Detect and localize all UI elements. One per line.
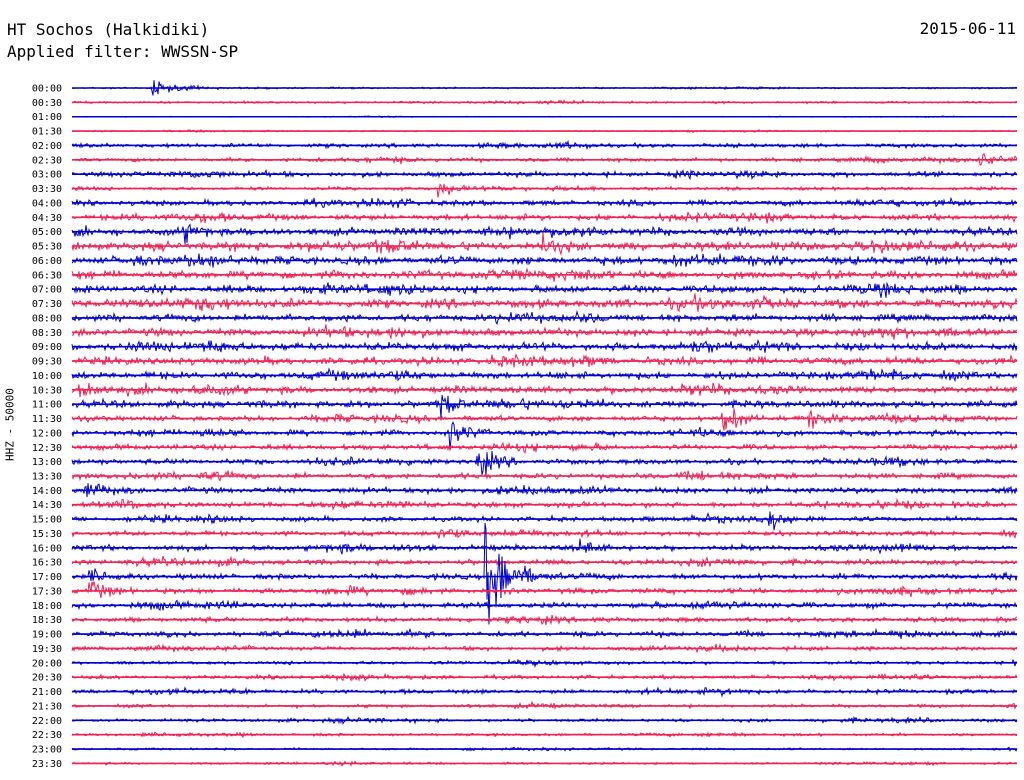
row-time-label: 19:30 (32, 644, 62, 655)
row-time-label: 19:00 (32, 630, 62, 641)
row-time-label: 14:30 (32, 500, 62, 511)
trace-row (71, 408, 1018, 431)
trace-row (71, 538, 1018, 555)
row-time-label: 23:30 (32, 759, 62, 770)
trace-row (71, 232, 1018, 257)
row-time-label: 01:30 (32, 127, 62, 138)
row-time-label: 02:00 (32, 141, 62, 152)
row-time-label: 12:30 (32, 443, 62, 454)
row-time-label: 23:00 (32, 745, 62, 756)
row-time-label: 09:30 (32, 357, 62, 368)
row-time-label: 21:00 (32, 687, 62, 698)
trace-row (71, 522, 1018, 625)
row-time-label: 11:30 (32, 414, 62, 425)
row-time-label: 10:30 (32, 385, 62, 396)
trace-row (71, 223, 1018, 244)
row-time-label: 07:00 (32, 285, 62, 296)
row-time-label: 01:00 (32, 112, 62, 123)
row-time-label: 04:00 (32, 198, 62, 209)
row-time-label: 06:00 (32, 256, 62, 267)
row-time-label: 16:00 (32, 543, 62, 554)
row-time-label: 18:00 (32, 601, 62, 612)
header-left: HT Sochos (Halkidiki) Applied filter: WW… (7, 19, 238, 63)
trace-row (71, 483, 1018, 498)
date-label: 2015-06-11 (919, 19, 1016, 38)
row-time-label: 16:30 (32, 558, 62, 569)
row-time-label: 10:00 (32, 371, 62, 382)
row-time-label: 14:00 (32, 486, 62, 497)
row-time-label: 08:00 (32, 313, 62, 324)
row-time-label: 00:30 (32, 98, 62, 109)
trace-row (71, 324, 1018, 340)
row-time-label: 13:30 (32, 471, 62, 482)
row-time-label: 03:00 (32, 170, 62, 181)
row-time-label: 04:30 (32, 213, 62, 224)
row-time-label: 08:30 (32, 328, 62, 339)
trace-row (71, 581, 1018, 599)
row-time-label: 17:30 (32, 586, 62, 597)
trace-row (71, 394, 1018, 419)
filter-label: Applied filter: WWSSN-SP (7, 42, 239, 61)
trace-row (71, 183, 1018, 198)
row-time-label: 13:00 (32, 457, 62, 468)
row-time-label: 20:30 (32, 673, 62, 684)
row-time-label: 20:00 (32, 658, 62, 669)
row-time-label: 07:30 (32, 299, 62, 310)
trace-row (71, 281, 1018, 298)
station-title: HT Sochos (Halkidiki) (7, 20, 210, 39)
row-time-label: 12:00 (32, 428, 62, 439)
row-time-label: 09:00 (32, 342, 62, 353)
row-time-label: 17:00 (32, 572, 62, 583)
row-time-label: 05:30 (32, 242, 62, 253)
trace-row (71, 421, 1018, 450)
row-time-label: 11:00 (32, 400, 62, 411)
row-time-label: 22:30 (32, 730, 62, 741)
row-time-label: 15:30 (32, 529, 62, 540)
trace-row (71, 293, 1018, 313)
row-time-label: 03:30 (32, 184, 62, 195)
row-time-label: 18:30 (32, 615, 62, 626)
row-time-label: 21:30 (32, 701, 62, 712)
row-time-label: 06:30 (32, 270, 62, 281)
row-time-label: 15:00 (32, 515, 62, 526)
row-time-label: 05:00 (32, 227, 62, 238)
trace-row (71, 511, 1018, 531)
row-time-label: 00:00 (32, 84, 62, 95)
row-time-label: 22:00 (32, 716, 62, 727)
row-time-label: 02:30 (32, 155, 62, 166)
